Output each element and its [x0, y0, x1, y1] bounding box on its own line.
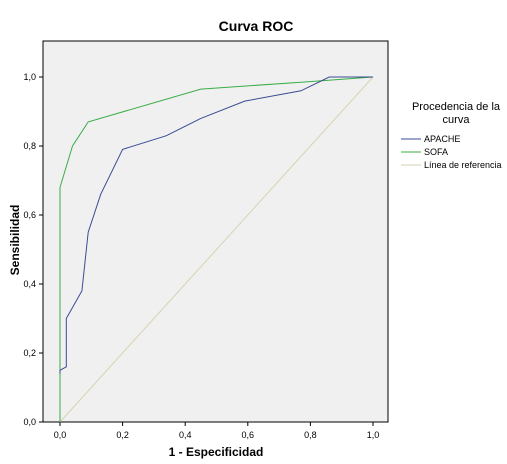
- y-tick-label: 0,0: [23, 417, 36, 427]
- y-tick-label: 0,8: [23, 141, 36, 151]
- y-tick-label: 1,0: [23, 72, 36, 82]
- x-axis-title: 1 - Especificidad: [169, 445, 264, 459]
- series-line-sofa: [59, 76, 374, 422]
- legend-title: curva: [443, 114, 471, 126]
- x-tick-label: 0,0: [54, 430, 67, 440]
- y-tick-label: 0,4: [23, 279, 36, 289]
- legend-title: Procedencia de la: [412, 101, 501, 113]
- x-tick-label: 0,4: [179, 430, 192, 440]
- x-tick-label: 0,2: [116, 430, 129, 440]
- y-tick-label: 0,6: [23, 210, 36, 220]
- plot-background: [42, 40, 389, 423]
- legend-label: APACHE: [424, 134, 460, 144]
- x-tick-label: 1,0: [367, 430, 380, 440]
- x-tick-label: 0,6: [242, 430, 255, 440]
- legend-label: Línea de referencia: [424, 160, 502, 170]
- axes: 0,0 0,2 0,4 0,6 0,8 1,0 0,0 0,2 0,4 0,6 0,8 1,0: [23, 72, 379, 440]
- series-line-apache: [59, 76, 373, 374]
- legend-label: SOFA: [424, 147, 448, 157]
- series-line-l-nea-de-referencia: [59, 76, 374, 423]
- chart-title: Curva ROC: [219, 18, 294, 34]
- x-tick-label: 0,8: [304, 430, 317, 440]
- series-layer: [59, 76, 374, 423]
- y-axis-title: Sensibilidad: [8, 205, 22, 276]
- y-tick-label: 0,2: [23, 348, 36, 358]
